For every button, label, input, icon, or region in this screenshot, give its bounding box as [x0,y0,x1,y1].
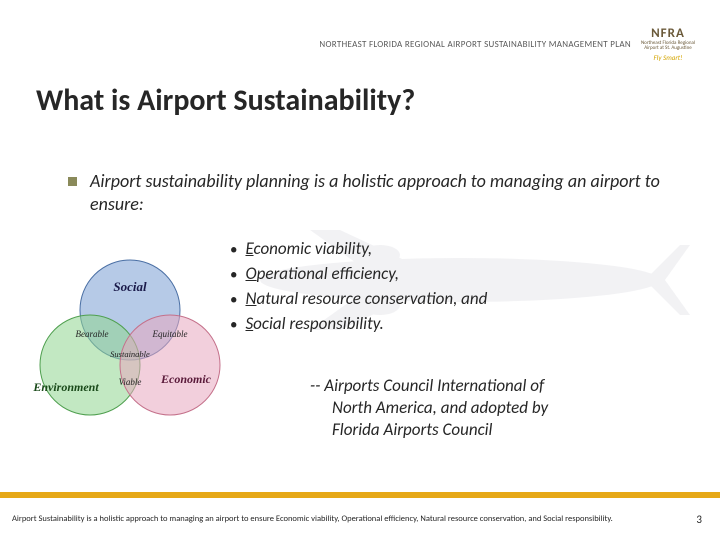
venn-label-sustainable: Sustainable [110,349,150,359]
footer-text: Airport Sustainability is a holistic app… [12,514,680,524]
logo-tagline: Fly Smart! [654,53,683,62]
list-item: • Operational efficiency, [230,263,487,284]
attribution-line: Florida Airports Council [310,419,680,441]
lead-text: Airport sustainability planning is a hol… [90,170,670,215]
venn-diagram: Social Environment Economic Bearable Equ… [30,255,240,420]
header-document-title: NORTHEAST FLORIDA REGIONAL AIRPORT SUSTA… [319,39,631,50]
attribution-line: North America, and adopted by [310,397,680,419]
venn-label-social: Social [113,279,147,294]
venn-label-bearable: Bearable [76,329,109,339]
sub-bullet-text: Operational efficiency, [245,263,399,284]
list-item: • Natural resource conservation, and [230,288,487,309]
sub-bullet-text: Economic viability, [245,238,372,259]
sub-bullet-text: Natural resource conservation, and [245,288,487,309]
venn-label-equitable: Equitable [152,329,188,339]
sub-bullet-list: • Economic viability, • Operational effi… [230,238,487,338]
list-item: • Social responsibility. [230,313,487,334]
venn-label-viable: Viable [119,377,142,387]
logo-line-2: Airport at St. Augustine [644,46,691,51]
page-title: What is Airport Sustainability? [36,82,415,119]
venn-label-environment: Environment [32,380,99,394]
sub-bullet-text: Social responsibility. [245,313,383,334]
divider-bar [0,492,720,498]
square-bullet-icon [68,177,77,186]
attribution-block: -- Airports Council International of Nor… [310,375,680,441]
attribution-line: -- Airports Council International of [310,375,680,397]
logo-main-text: NFRA [651,26,685,41]
nfra-logo: NFRA Northeast Florida Regional Airport … [641,26,695,62]
list-item: • Economic viability, [230,238,487,259]
venn-label-economic: Economic [160,372,212,386]
lead-bullet-row: Airport sustainability planning is a hol… [68,170,670,215]
page-number: 3 [696,513,702,526]
header-bar: NORTHEAST FLORIDA REGIONAL AIRPORT SUSTA… [0,24,720,64]
